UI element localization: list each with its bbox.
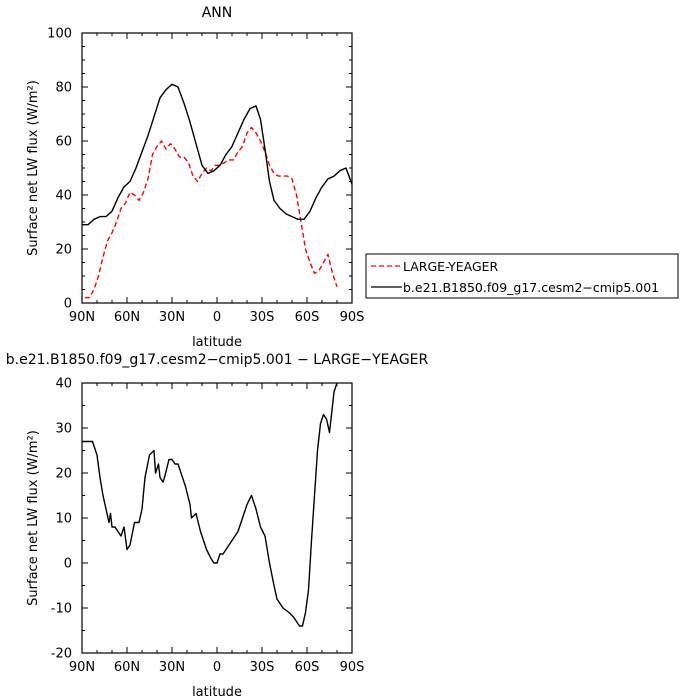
bottom-x-tick-label: 30N: [159, 660, 185, 675]
panel-top: ANN 90N 60N 30N 0 30S 60S 90S 0 20 40 60 80 100 lati…: [26, 5, 364, 350]
top-x-tick-label: 30S: [250, 310, 275, 325]
top-x-tick-label: 90N: [69, 310, 95, 325]
bottom-axis-ticks: 90N 60N 30N 0 30S 60S 90S -20 -10 0 10 20 30 40: [51, 377, 365, 676]
top-x-tick-label: 60S: [295, 310, 320, 325]
bottom-x-tick-label: 30S: [250, 660, 275, 675]
bottom-y-tick-label: 10: [55, 512, 72, 527]
top-y-tick-label: 20: [55, 243, 72, 258]
top-x-tick-label: 60N: [114, 310, 140, 325]
bottom-x-tick-label: 60S: [295, 660, 320, 675]
top-series-line-large-yeager: [85, 126, 338, 299]
legend: LARGE-YEAGER b.e21.B1850.f09_g17.cesm2−c…: [365, 253, 679, 299]
bottom-y-tick-label: 0: [64, 557, 72, 572]
top-chart-title: ANN: [202, 5, 233, 21]
top-x-tick-label: 0: [213, 310, 221, 325]
bottom-y-tick-label: 30: [55, 422, 72, 437]
bottom-series-line-difference: [82, 382, 338, 627]
bottom-x-tick-label: 90S: [340, 660, 365, 675]
bottom-plot-frame: [81, 382, 353, 654]
top-axis-ticks: 90N 60N 30N 0 30S 60S 90S 0 20 40 60 80 100: [47, 27, 364, 326]
bottom-x-tick-label: 60N: [114, 660, 140, 675]
top-x-tick-label: 30N: [159, 310, 185, 325]
bottom-y-tick-label: -20: [51, 647, 72, 662]
legend-label-cesm2: b.e21.B1850.f09_g17.cesm2−cmip5.001: [403, 280, 659, 295]
top-x-axis-label: latitude: [192, 335, 242, 350]
top-y-tick-label: 0: [64, 297, 72, 312]
top-y-tick-label: 80: [55, 81, 72, 96]
top-series-line-cesm2: [82, 83, 353, 226]
bottom-y-tick-label: -10: [51, 602, 72, 617]
top-y-tick-label: 40: [55, 189, 72, 204]
legend-box: [365, 253, 679, 299]
top-y-tick-label: 100: [47, 27, 72, 42]
top-y-tick-label: 60: [55, 135, 72, 150]
top-series-layer: [82, 83, 353, 299]
top-x-tick-label: 90S: [340, 310, 365, 325]
bottom-x-tick-label: 90N: [69, 660, 95, 675]
bottom-chart-title: b.e21.B1850.f09_g17.cesm2−cmip5.001 − LA…: [6, 352, 429, 368]
bottom-x-tick-label: 0: [213, 660, 221, 675]
panel-bottom: b.e21.B1850.f09_g17.cesm2−cmip5.001 − LA…: [6, 352, 429, 700]
bottom-x-axis-label: latitude: [192, 685, 242, 700]
top-y-axis-label: Surface net LW flux (W/m²): [26, 80, 41, 256]
bottom-y-axis-label: Surface net LW flux (W/m²): [26, 430, 41, 606]
legend-label-large-yeager: LARGE-YEAGER: [403, 259, 499, 274]
bottom-y-tick-label: 40: [55, 377, 72, 392]
bottom-y-tick-label: 20: [55, 467, 72, 482]
bottom-series-layer: [82, 382, 338, 627]
